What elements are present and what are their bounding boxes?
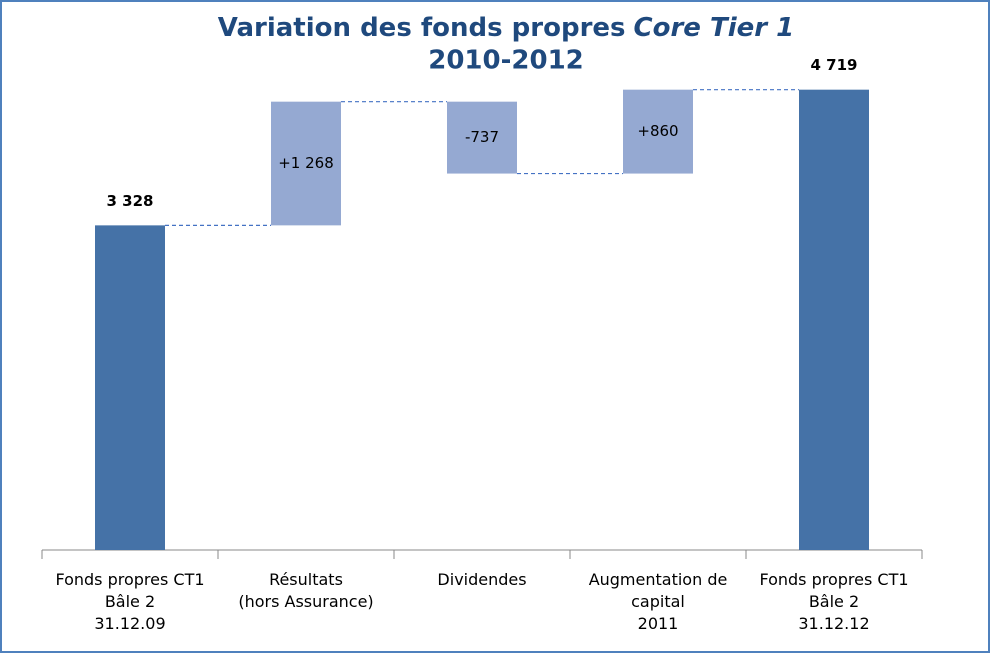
x-tick-label: Dividendes: [437, 570, 526, 589]
x-tick-label-line: Bâle 2: [809, 592, 859, 611]
total-bar: [799, 89, 869, 551]
x-tick-label-line: Augmentation de: [589, 570, 728, 589]
delta-bar: [623, 89, 693, 174]
x-tick-label-line: Fonds propres CT1: [759, 570, 908, 589]
x-tick-label: Fonds propres CT1 Bâle 2 31.12.12: [759, 570, 908, 633]
value-label: 4 719: [811, 56, 858, 74]
x-tick-label-line: 31.12.09: [94, 614, 165, 633]
x-tick-label-line: 2011: [638, 614, 679, 633]
title-main: Variation des fonds propres: [218, 13, 626, 43]
x-tick-label-line: Résultats: [269, 570, 343, 589]
value-label: +1 268: [278, 154, 334, 172]
value-label: +860: [637, 122, 678, 140]
x-tick-label: Augmentation de capital 2011: [589, 570, 728, 633]
value-label: -737: [465, 128, 499, 146]
value-label: 3 328: [107, 192, 154, 210]
x-tick-label-line: Dividendes: [437, 570, 526, 589]
x-tick-label-line: capital: [631, 592, 685, 611]
x-tick-label-line: Bâle 2: [105, 592, 155, 611]
x-tick-label-line: (hors Assurance): [238, 592, 373, 611]
chart-subtitle: 2010-2012: [428, 46, 584, 76]
delta-bar: [271, 101, 341, 226]
chart-title: Variation des fonds propres Core Tier 1: [218, 13, 794, 43]
delta-bar: [447, 101, 517, 174]
title-italic: Core Tier 1: [634, 13, 795, 43]
x-tick-label: Résultats (hors Assurance): [238, 570, 373, 611]
total-bar: [95, 225, 165, 550]
x-tick-label-line: Fonds propres CT1: [55, 570, 204, 589]
x-tick-label: Fonds propres CT1 Bâle 2 31.12.09: [55, 570, 204, 633]
x-tick-label-line: 31.12.12: [798, 614, 869, 633]
